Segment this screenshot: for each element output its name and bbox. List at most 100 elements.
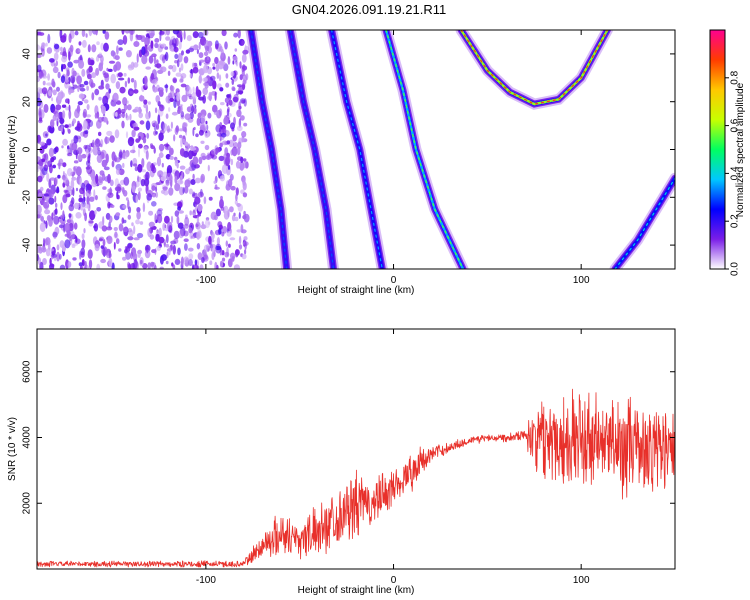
noise-speckle (203, 51, 209, 57)
noise-speckle (226, 108, 230, 117)
noise-speckle (68, 51, 71, 61)
noise-speckle (177, 206, 182, 211)
noise-speckle (107, 173, 111, 184)
noise-speckle (227, 209, 230, 218)
noise-speckle (235, 160, 241, 169)
noise-speckle (155, 219, 158, 224)
noise-speckle (158, 152, 164, 158)
noise-speckle (137, 175, 140, 182)
snr-x-tick-label: 100 (573, 575, 590, 586)
noise-speckle (169, 97, 174, 102)
noise-speckle (226, 102, 229, 107)
noise-speckle (122, 97, 128, 106)
noise-speckle (144, 83, 148, 88)
noise-speckle (45, 220, 48, 229)
heatmap-y-tick-label: 20 (22, 96, 33, 108)
noise-speckle (238, 244, 243, 250)
noise-speckle (157, 170, 164, 178)
noise-speckle (108, 215, 113, 223)
noise-speckle (161, 162, 164, 168)
noise-speckle (239, 61, 242, 69)
noise-speckle (183, 30, 186, 40)
noise-speckle (70, 75, 76, 84)
noise-speckle (62, 162, 67, 168)
noise-speckle (113, 64, 118, 72)
noise-speckle (138, 95, 145, 102)
noise-speckle (46, 82, 53, 86)
snr-y-tick-label: 2000 (22, 492, 33, 515)
noise-speckle (78, 41, 82, 46)
noise-speckle (78, 194, 82, 198)
noise-speckle (119, 149, 123, 159)
noise-speckle (100, 149, 107, 159)
noise-speckle (219, 260, 224, 268)
noise-speckle (198, 129, 204, 136)
noise-speckle (69, 44, 74, 53)
noise-speckle (179, 105, 183, 113)
noise-speckle (231, 86, 236, 91)
noise-speckle (154, 107, 158, 114)
noise-speckle (123, 72, 127, 77)
noise-speckle (230, 158, 234, 166)
heatmap-x-tick-label: -100 (196, 275, 216, 286)
noise-speckle (53, 215, 60, 225)
noise-speckle (42, 238, 46, 246)
noise-speckle (207, 221, 211, 225)
noise-speckle (45, 133, 48, 137)
noise-speckle (107, 68, 113, 72)
colorbar: 0.0 0.2 0.4 0.6 0.8 Normalized spectral ampl… (709, 29, 746, 276)
noise-speckle (211, 154, 218, 160)
noise-speckle (46, 138, 52, 146)
noise-speckle (148, 210, 154, 216)
noise-speckle (130, 160, 133, 168)
noise-speckle (117, 39, 124, 46)
noise-speckle (230, 185, 236, 191)
noise-speckle (234, 249, 240, 256)
noise-speckle (76, 104, 81, 114)
noise-speckle (88, 259, 93, 269)
noise-speckle (180, 73, 187, 79)
noise-speckle (202, 87, 208, 96)
noise-speckle (84, 212, 87, 222)
colorbar-tick-label: 0.0 (730, 262, 741, 276)
noise-speckle (221, 164, 228, 175)
noise-speckle (72, 118, 77, 124)
noise-speckle (221, 132, 227, 138)
noise-speckle (117, 107, 121, 114)
noise-speckle (212, 104, 218, 113)
noise-speckle (113, 241, 116, 250)
noise-speckle (52, 156, 57, 161)
noise-speckle (236, 229, 242, 233)
noise-speckle (183, 56, 189, 64)
noise-speckle (164, 215, 170, 224)
noise-speckle (214, 56, 219, 65)
noise-speckle (242, 49, 249, 55)
noise-speckle (210, 211, 217, 220)
noise-speckle (39, 141, 46, 146)
noise-speckle (112, 92, 119, 103)
noise-speckle (213, 111, 221, 116)
noise-speckle (236, 146, 241, 156)
noise-speckle (51, 212, 54, 221)
heatmap-x-tick-label: 100 (573, 275, 590, 286)
noise-speckle (122, 35, 128, 45)
noise-speckle (127, 64, 134, 71)
noise-speckle (173, 43, 177, 49)
colorbar-tick-label: 0.4 (730, 166, 741, 180)
noise-speckle (161, 254, 167, 261)
noise-speckle (55, 104, 62, 111)
noise-speckle (201, 155, 207, 161)
noise-speckle (68, 33, 72, 44)
noise-speckle (117, 77, 125, 81)
snr-y-axis: 2000 4000 6000 (22, 360, 675, 514)
trace-peak (250, 30, 288, 269)
noise-speckle (209, 260, 213, 266)
noise-speckle (212, 80, 217, 90)
noise-speckle (37, 54, 42, 59)
noise-speckle (47, 73, 50, 81)
noise-speckle (165, 234, 169, 244)
noise-speckle (133, 237, 140, 241)
noise-speckle (37, 134, 41, 143)
noise-speckle (125, 246, 131, 253)
noise-speckle (172, 244, 176, 255)
